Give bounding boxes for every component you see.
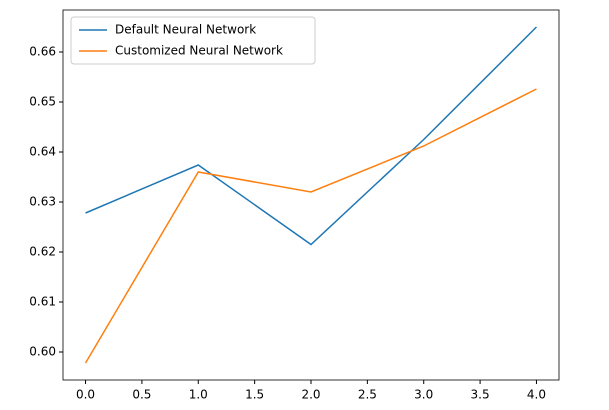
legend-box: [70, 16, 316, 65]
legend: Default Neural Network Customized Neural …: [70, 16, 316, 65]
x-tick-label: 2.5: [358, 388, 377, 402]
x-tick-label: 1.5: [245, 388, 264, 402]
y-tick-label: 0.61: [29, 295, 56, 309]
y-tick-label: 0.60: [29, 345, 56, 359]
series-line: [84, 88, 537, 364]
x-tick-label: 1.0: [189, 388, 208, 402]
x-tick-label: 0.5: [132, 388, 151, 402]
y-tick-label: 0.63: [29, 195, 56, 209]
x-tick-label: 3.5: [471, 388, 490, 402]
y-tick-label: 0.64: [29, 145, 56, 159]
legend-label: Default Neural Network: [115, 23, 256, 37]
y-tick-label: 0.66: [29, 45, 56, 59]
x-tick-label: 3.0: [414, 388, 433, 402]
y-tick-label: 0.65: [29, 95, 56, 109]
x-tick-label: 4.0: [527, 388, 546, 402]
plot-frame: [62, 9, 560, 381]
series-line: [85, 26, 537, 246]
y-tick-label: 0.62: [29, 245, 56, 259]
x-tick-label: 0.0: [76, 388, 95, 402]
legend-label: Customized Neural Network: [115, 44, 283, 58]
x-tick-label: 2.0: [301, 388, 320, 402]
